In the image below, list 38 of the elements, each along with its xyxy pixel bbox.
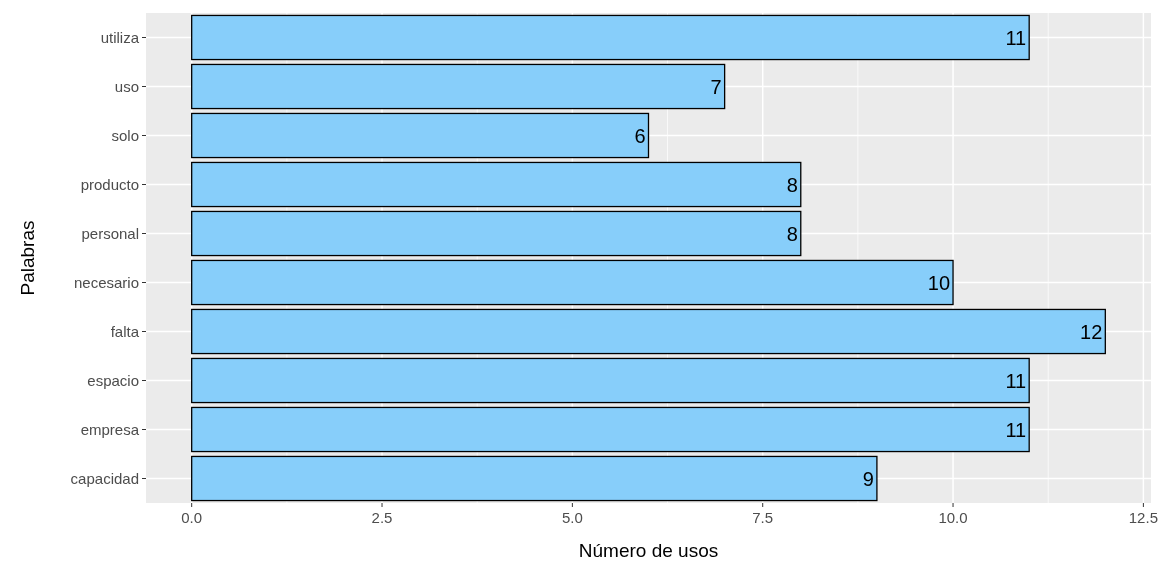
data-label: 12 (1080, 320, 1103, 343)
x-axis-title: Número de usos (578, 540, 719, 561)
y-tick-label: capacidad (70, 469, 139, 487)
y-tick-label: producto (80, 175, 139, 193)
data-label: 9 (862, 467, 874, 490)
bar (191, 357, 1030, 404)
bar (191, 14, 1030, 61)
bar (191, 406, 1030, 453)
bar (191, 63, 726, 110)
data-label: 6 (634, 124, 646, 147)
x-tick-label: 7.5 (752, 509, 774, 526)
y-tick-label: necesario (73, 273, 139, 291)
bar (191, 308, 1106, 355)
bar (191, 455, 878, 502)
data-label: 10 (927, 271, 951, 294)
bar (191, 112, 650, 159)
y-tick-label: personal (81, 224, 139, 242)
y-tick-label: uso (114, 77, 139, 95)
data-label: 8 (786, 222, 798, 245)
x-tick-label: 2.5 (371, 509, 393, 526)
x-tick-label: 5.0 (561, 509, 583, 526)
bar (191, 259, 954, 306)
data-label: 11 (1005, 369, 1027, 392)
data-label: 11 (1005, 26, 1027, 49)
y-tick-label: utiliza (100, 28, 140, 46)
y-axis-title: Palabras (17, 220, 38, 296)
data-label: 11 (1005, 418, 1027, 441)
y-tick-label: espacio (87, 371, 139, 389)
data-label: 8 (786, 173, 798, 196)
y-tick-label: empresa (80, 420, 140, 438)
x-tick-label: 12.5 (1128, 509, 1158, 526)
data-label: 7 (710, 75, 722, 98)
bar (191, 161, 802, 208)
y-tick-label: falta (110, 322, 140, 340)
x-tick-label: 0.0 (181, 509, 203, 526)
x-tick-label: 10.0 (938, 509, 968, 526)
bar (191, 210, 802, 257)
y-tick-label: solo (111, 126, 139, 144)
